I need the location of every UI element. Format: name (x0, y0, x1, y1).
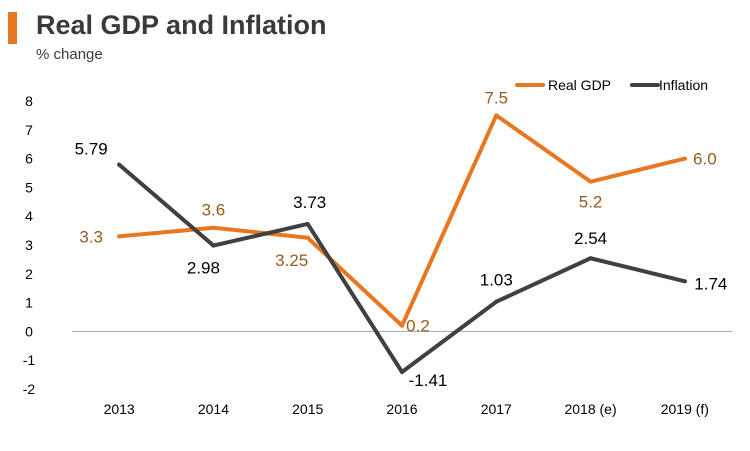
data-point (211, 225, 216, 230)
series-lines (117, 113, 687, 375)
data-label: 1.03 (480, 271, 513, 290)
legend-label-real-gdp: Real GDP (548, 77, 611, 93)
x-tick-label: 2017 (481, 401, 512, 417)
data-label: -1.41 (409, 371, 448, 390)
data-point (211, 243, 216, 248)
y-tick-label: 0 (25, 323, 33, 339)
y-tick-label: -1 (23, 352, 36, 368)
y-tick-label: 2 (25, 266, 33, 282)
chart-title: Real GDP and Inflation (36, 10, 327, 40)
legend: Real GDP Inflation (515, 77, 708, 93)
title-accent-bar (8, 12, 17, 44)
data-label: 2.98 (187, 259, 220, 278)
data-point (117, 162, 122, 167)
data-label: 5.79 (75, 140, 108, 159)
data-point (682, 156, 687, 161)
x-axis-ticks: 2013 2014 2015 2016 2017 2018 (e) 2019 (f) (104, 401, 709, 417)
data-point (305, 221, 310, 226)
legend-label-inflation: Inflation (659, 77, 708, 93)
data-label: 3.6 (202, 201, 226, 220)
y-tick-label: 7 (25, 122, 33, 138)
data-label: 3.3 (79, 227, 103, 246)
x-tick-label: 2016 (386, 401, 417, 417)
x-tick-label: 2015 (292, 401, 323, 417)
x-tick-label: 2019 (f) (661, 401, 709, 417)
x-tick-label: 2013 (104, 401, 135, 417)
chart-subtitle: % change (36, 46, 103, 63)
data-label: 2.54 (574, 229, 607, 248)
x-tick-label: 2014 (198, 401, 229, 417)
data-label: 5.2 (579, 193, 603, 212)
data-point (682, 279, 687, 284)
data-label: 0.2 (406, 317, 430, 336)
data-label: 1.74 (694, 274, 727, 293)
data-point (588, 256, 593, 261)
data-label: 3.25 (275, 251, 308, 270)
data-point (588, 179, 593, 184)
y-tick-label: 6 (25, 151, 33, 167)
data-label: 7.5 (484, 88, 508, 107)
data-label: 6.0 (693, 150, 717, 169)
x-tick-label: 2018 (e) (564, 401, 616, 417)
y-tick-label: 3 (25, 237, 33, 253)
data-point (117, 234, 122, 239)
y-axis-ticks: -2 -1 0 1 2 3 4 5 6 7 8 (23, 93, 36, 397)
y-tick-label: 5 (25, 179, 33, 195)
data-point (494, 299, 499, 304)
data-label: 3.73 (293, 193, 326, 212)
y-tick-label: -2 (23, 381, 36, 397)
data-point (400, 370, 404, 375)
data-labels: 3.3 3.6 3.25 0.2 7.5 5.2 6.0 5.79 2.98 3.73 -1.41 1… (75, 88, 728, 390)
series-line-real-gdp (117, 113, 687, 328)
y-tick-label: 4 (25, 208, 33, 224)
y-tick-label: 8 (25, 93, 33, 109)
data-point (400, 323, 404, 328)
data-point (305, 235, 310, 240)
y-tick-label: 1 (25, 295, 33, 311)
data-point (494, 113, 499, 118)
